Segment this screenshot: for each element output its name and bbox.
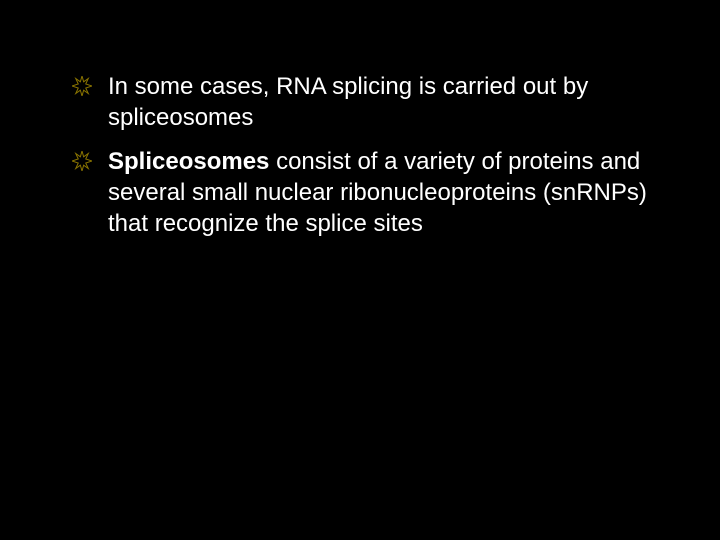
starburst-icon [72, 151, 92, 171]
bold-term: Spliceosomes [108, 148, 269, 175]
list-item: In some cases, RNA splicing is carried o… [60, 72, 660, 133]
bullet-list: In some cases, RNA splicing is carried o… [60, 72, 660, 240]
slide: In some cases, RNA splicing is carried o… [0, 0, 720, 540]
starburst-icon [72, 76, 92, 96]
list-item: Spliceosomes consist of a variety of pro… [60, 147, 660, 239]
bullet-text: Spliceosomes consist of a variety of pro… [108, 148, 647, 236]
starburst-shape [72, 76, 92, 96]
starburst-shape [72, 151, 92, 171]
bullet-text: In some cases, RNA splicing is carried o… [108, 73, 588, 131]
